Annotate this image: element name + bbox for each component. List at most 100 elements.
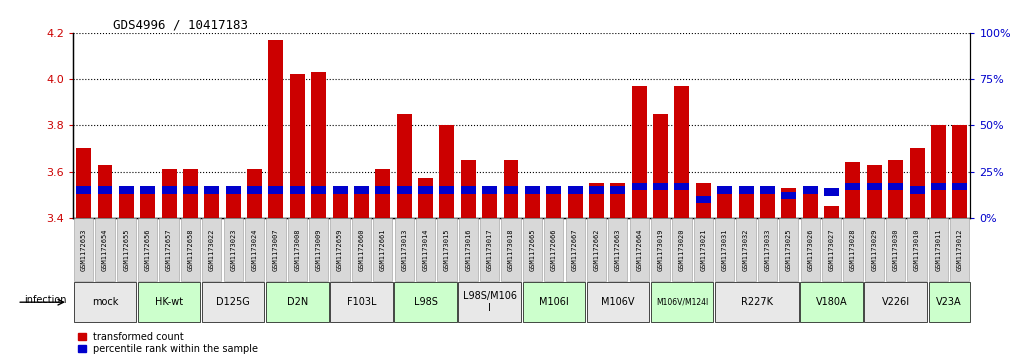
Text: GSM1173026: GSM1173026	[807, 228, 813, 271]
Bar	[758, 218, 777, 281]
Bar	[910, 148, 925, 218]
Bar	[503, 160, 519, 218]
Bar	[97, 164, 112, 218]
Bar	[266, 282, 328, 322]
Bar	[781, 192, 796, 199]
Bar	[181, 218, 201, 281]
Bar	[931, 125, 946, 218]
Bar	[760, 188, 775, 218]
Text: GSM1172654: GSM1172654	[102, 228, 108, 271]
Text: GSM1173028: GSM1173028	[850, 228, 856, 271]
Bar	[183, 169, 198, 218]
Bar	[76, 186, 91, 194]
Bar	[950, 218, 969, 281]
Bar	[867, 164, 881, 218]
Bar	[95, 218, 114, 281]
Bar	[632, 86, 646, 218]
Bar	[546, 188, 561, 218]
Bar	[140, 186, 155, 194]
Bar	[908, 218, 927, 281]
Text: GSM1173015: GSM1173015	[444, 228, 450, 271]
Bar	[587, 218, 606, 281]
Bar	[822, 218, 841, 281]
Bar	[867, 183, 881, 190]
Bar	[587, 282, 649, 322]
Bar	[116, 218, 136, 281]
Bar	[523, 218, 542, 281]
Bar	[162, 186, 176, 194]
Bar	[245, 218, 264, 281]
Bar	[675, 86, 690, 218]
Bar	[888, 183, 904, 190]
Text: D125G: D125G	[217, 297, 250, 307]
Bar	[290, 186, 305, 194]
Text: HK-wt: HK-wt	[155, 297, 183, 307]
Bar	[375, 169, 390, 218]
Bar	[501, 218, 521, 281]
Bar	[824, 188, 839, 196]
Bar	[802, 190, 817, 218]
Bar	[418, 186, 433, 194]
Bar	[205, 186, 220, 194]
Bar	[418, 179, 433, 218]
Bar	[544, 218, 563, 281]
Bar	[119, 188, 134, 218]
Bar	[952, 183, 967, 190]
Bar	[931, 183, 946, 190]
Bar	[140, 188, 155, 218]
Bar	[354, 186, 369, 194]
Text: GSM1172666: GSM1172666	[551, 228, 557, 271]
Bar	[138, 282, 201, 322]
Text: GSM1172657: GSM1172657	[166, 228, 172, 271]
Bar	[332, 186, 347, 194]
Bar	[567, 188, 582, 218]
Text: M106V: M106V	[601, 297, 634, 307]
Text: GSM1173021: GSM1173021	[700, 228, 706, 271]
Bar	[226, 186, 241, 194]
Bar	[632, 183, 646, 190]
Bar	[74, 218, 93, 281]
Bar	[440, 186, 455, 194]
Bar	[546, 186, 561, 194]
Bar	[715, 282, 798, 322]
Text: L98S/M106
I: L98S/M106 I	[463, 291, 517, 313]
Bar	[203, 218, 222, 281]
Bar	[800, 218, 820, 281]
Text: GSM1173031: GSM1173031	[721, 228, 727, 271]
Text: GSM1173008: GSM1173008	[295, 228, 300, 271]
Bar	[74, 282, 136, 322]
Bar	[311, 186, 326, 194]
Bar	[309, 218, 328, 281]
Text: GSM1173024: GSM1173024	[251, 228, 257, 271]
Bar	[375, 186, 390, 194]
Bar	[651, 218, 671, 281]
Text: GSM1173009: GSM1173009	[316, 228, 322, 271]
Bar	[394, 282, 457, 322]
Text: GSM1173016: GSM1173016	[465, 228, 471, 271]
Bar	[482, 188, 497, 218]
Text: GSM1173020: GSM1173020	[679, 228, 685, 271]
Bar	[653, 114, 669, 218]
Bar	[717, 186, 732, 194]
Text: GSM1173032: GSM1173032	[744, 228, 749, 271]
Bar	[461, 186, 476, 194]
Text: GSM1173011: GSM1173011	[935, 228, 941, 271]
Bar	[779, 218, 798, 281]
Text: GSM1172655: GSM1172655	[124, 228, 130, 271]
Text: GSM1172663: GSM1172663	[615, 228, 621, 271]
Bar	[846, 162, 860, 218]
Text: GSM1173029: GSM1173029	[871, 228, 877, 271]
Bar	[736, 218, 756, 281]
Bar	[650, 282, 713, 322]
Bar	[611, 186, 625, 194]
Text: D2N: D2N	[287, 297, 308, 307]
Bar	[440, 125, 455, 218]
Bar	[416, 218, 436, 281]
Bar	[352, 218, 371, 281]
Text: GSM1172660: GSM1172660	[359, 228, 365, 271]
Text: GSM1173010: GSM1173010	[914, 228, 920, 271]
Text: GSM1172664: GSM1172664	[636, 228, 642, 271]
Bar	[525, 188, 540, 218]
Text: GSM1172656: GSM1172656	[145, 228, 151, 271]
Bar	[910, 186, 925, 194]
